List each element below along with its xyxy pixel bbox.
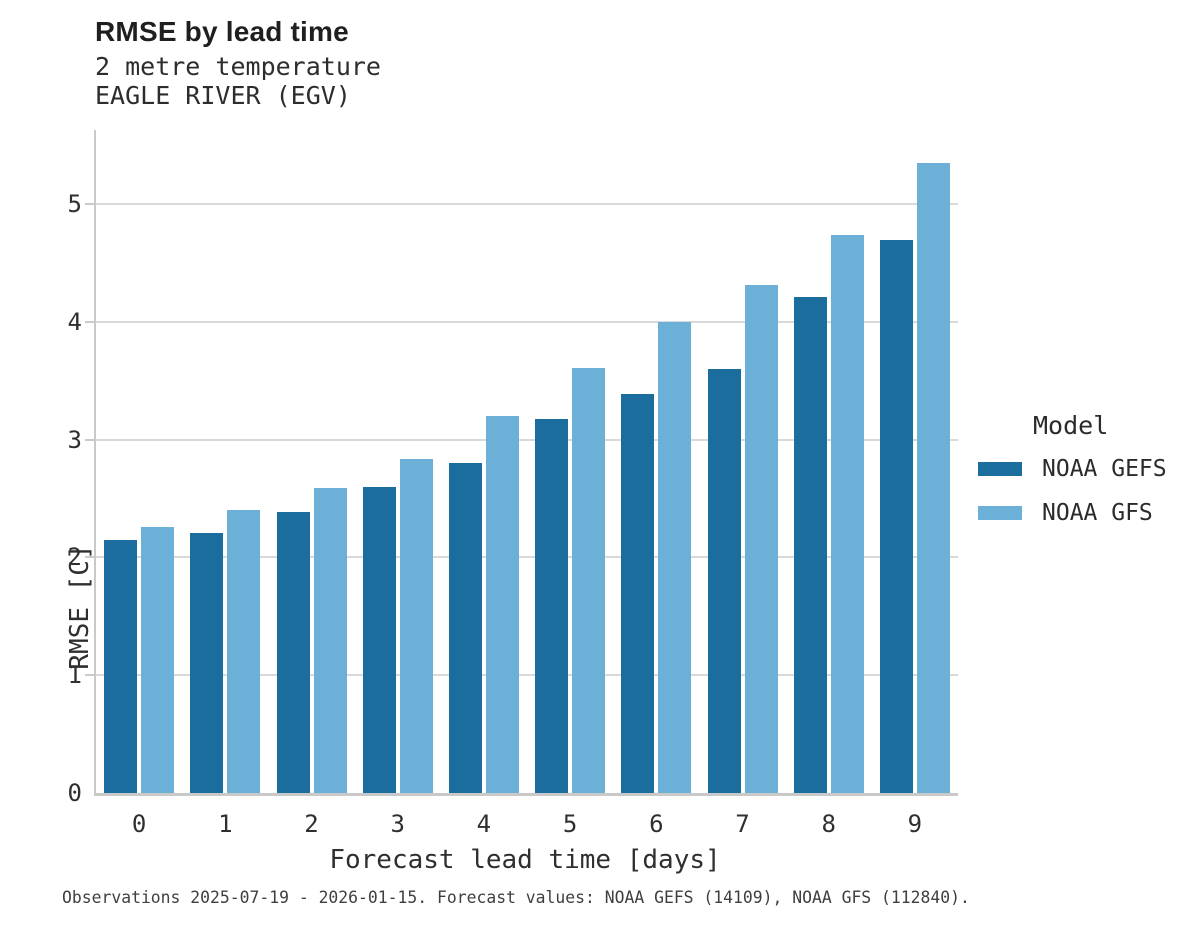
bar-noaa-gfs-day-9 [916, 163, 950, 793]
y-tick-1 [85, 674, 94, 677]
legend-item-gefs: NOAA GEFS [978, 456, 1193, 482]
bar-noaa-gfs-day-2 [313, 488, 347, 793]
x-tick-label-7: 7 [735, 810, 750, 838]
bar-noaa-gfs-day-6 [658, 322, 692, 793]
y-tick-label-2: 2 [67, 543, 82, 572]
legend-item-gfs: NOAA GFS [978, 500, 1193, 526]
bar-noaa-gfs-day-0 [141, 527, 175, 793]
x-tick-label-1: 1 [218, 810, 233, 838]
gridline-y-3 [96, 438, 958, 441]
legend-label-gfs: NOAA GFS [1042, 500, 1153, 526]
y-tick-label-0: 0 [67, 779, 82, 807]
caption-observations: Observations 2025-07-19 - 2026-01-15. Fo… [62, 888, 970, 907]
gfs-color-swatch [978, 506, 1022, 520]
chart-subtitle-station: EAGLE RIVER (EGV) [95, 81, 351, 110]
x-tick-label-8: 8 [821, 810, 836, 838]
x-tick-label-0: 0 [131, 810, 147, 838]
x-axis-title: Forecast lead time [days] [329, 845, 721, 875]
bar-noaa-gfs-day-3 [399, 459, 433, 793]
y-tick-label-4: 4 [67, 307, 82, 336]
bar-noaa-gefs-day-0 [104, 540, 138, 793]
x-tick-label-6: 6 [649, 810, 664, 838]
bar-noaa-gefs-day-5 [535, 419, 569, 793]
chart-subtitle-variable: 2 metre temperature [95, 52, 381, 81]
y-tick-2 [85, 556, 94, 559]
gridline-y-4 [96, 320, 958, 323]
y-tick-4 [85, 320, 94, 323]
bar-noaa-gfs-day-1 [227, 510, 261, 793]
x-tick-label-9: 9 [907, 810, 923, 838]
bar-noaa-gefs-day-9 [879, 240, 913, 793]
bar-noaa-gefs-day-7 [707, 369, 741, 793]
gefs-color-swatch [978, 462, 1022, 476]
bar-noaa-gefs-day-4 [448, 463, 482, 793]
x-tick-label-5: 5 [562, 810, 578, 838]
y-tick-label-3: 3 [67, 425, 82, 454]
legend: Model NOAA GEFS NOAA GFS [978, 411, 1193, 544]
x-tick-label-3: 3 [390, 810, 405, 838]
gridline-y-5 [96, 203, 958, 206]
gridline-y-1 [96, 674, 958, 677]
y-tick-label-5: 5 [67, 190, 82, 219]
legend-title: Model [1033, 411, 1109, 440]
bar-noaa-gfs-day-5 [572, 368, 606, 793]
y-tick-label-1: 1 [67, 661, 82, 690]
chart-title: RMSE by lead time [95, 16, 349, 47]
gridline-y-2 [96, 556, 958, 559]
legend-label-gefs: NOAA GEFS [1042, 456, 1167, 482]
bar-noaa-gfs-day-8 [830, 235, 864, 793]
x-tick-label-4: 4 [476, 810, 492, 838]
bar-noaa-gefs-day-3 [362, 487, 396, 793]
bar-noaa-gfs-day-4 [485, 416, 519, 793]
y-tick-5 [85, 203, 94, 206]
y-tick-3 [85, 438, 94, 441]
bar-noaa-gefs-day-6 [621, 394, 655, 793]
bar-noaa-gefs-day-2 [276, 512, 310, 793]
bar-noaa-gefs-day-1 [190, 533, 224, 793]
bar-noaa-gefs-day-8 [793, 297, 827, 793]
x-tick-label-2: 2 [304, 810, 319, 838]
bar-noaa-gfs-day-7 [744, 285, 778, 793]
